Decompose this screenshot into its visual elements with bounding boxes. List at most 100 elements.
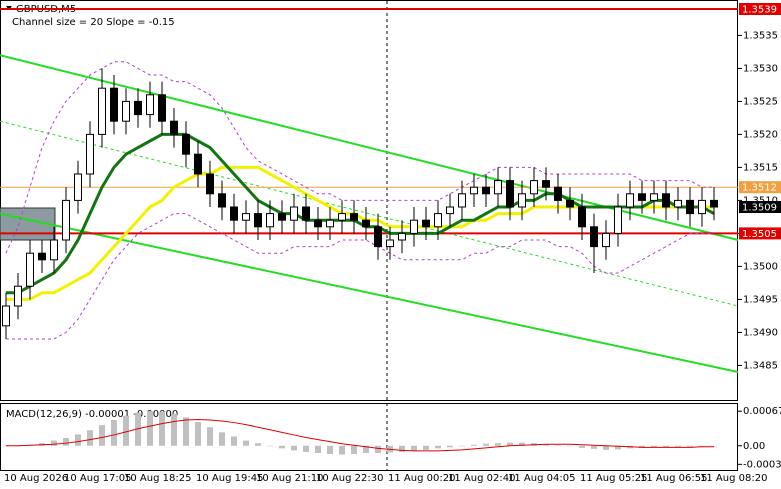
candle-body — [2, 305, 10, 327]
macd-bar — [447, 445, 453, 448]
macd-bar — [579, 445, 585, 448]
macd-bar — [63, 438, 69, 446]
macd-bar — [327, 445, 333, 455]
candle-body — [194, 153, 202, 175]
x-tick-label: 11 Aug 04:05 — [508, 473, 575, 484]
macd-bar — [159, 411, 165, 446]
price-tag-label: 1.3512 — [742, 183, 777, 194]
candle-body — [410, 219, 418, 234]
x-tick-label: 10 Aug 17:05 — [64, 473, 131, 484]
candle-body — [530, 180, 538, 195]
candle-body — [242, 213, 250, 221]
x-tick-label: 10 Aug 19:45 — [196, 473, 263, 484]
candle-body — [290, 206, 298, 221]
candle-body — [686, 199, 694, 215]
y-tick-label: 0.00067 — [743, 406, 781, 417]
candle-body — [350, 213, 358, 221]
macd-bar — [603, 445, 609, 450]
candle-body — [386, 239, 394, 248]
candle-body — [134, 100, 142, 116]
candle-body — [518, 193, 526, 208]
candle-body — [638, 193, 646, 201]
macd-bar — [351, 445, 357, 455]
y-tick-label: 1.3510 — [743, 195, 778, 206]
candle-body — [254, 213, 262, 228]
candle-body — [182, 133, 190, 155]
candle-body — [26, 252, 34, 287]
candle-body — [398, 232, 406, 241]
macd-bar — [651, 445, 657, 448]
y-tick-label: 1.3490 — [743, 327, 778, 338]
x-tick-label: 11 Aug 06:55 — [640, 473, 707, 484]
indicator-label: Channel size = 20 Slope = -0.15 — [12, 17, 175, 28]
candle-body — [74, 173, 82, 201]
price-tag — [739, 227, 781, 240]
candle-body — [86, 133, 94, 175]
candle-body — [218, 193, 226, 208]
candle-body — [98, 87, 106, 135]
macd-bar — [615, 445, 621, 450]
candle-body — [698, 199, 706, 215]
candle-body — [278, 213, 286, 221]
candle-body — [662, 193, 670, 208]
candle-body — [422, 219, 430, 228]
candle-body — [38, 252, 46, 261]
candle-body — [230, 206, 238, 221]
macd-bar — [315, 445, 321, 453]
macd-bar — [519, 442, 525, 446]
macd-bar — [111, 419, 117, 446]
macd-bar — [423, 445, 429, 450]
y-tick-label: 1.3485 — [743, 360, 778, 371]
candle-body — [542, 180, 550, 188]
candle-body — [458, 193, 466, 208]
price-tag — [739, 3, 781, 15]
macd-bar — [591, 445, 597, 449]
candle-body — [578, 206, 586, 228]
candle-body — [362, 219, 370, 228]
macd-bar — [555, 445, 561, 446]
macd-bar — [435, 445, 441, 449]
macd-bar — [207, 427, 213, 446]
indicator-line — [6, 132, 715, 295]
candle-body — [326, 219, 334, 228]
macd-frame — [0, 403, 738, 471]
macd-bar — [183, 417, 189, 446]
candle-body — [506, 180, 514, 208]
macd-bar — [87, 430, 93, 446]
macd-bar — [363, 445, 369, 453]
macd-bar — [123, 415, 129, 446]
macd-bar — [483, 443, 489, 446]
macd-bar — [459, 445, 465, 447]
candle-body — [626, 193, 634, 208]
candle-body — [338, 213, 346, 221]
macd-bar — [663, 445, 669, 448]
macd-bar — [171, 413, 177, 446]
x-tick-label: 10 Aug 21:10 — [256, 473, 323, 484]
y-tick-label: 0.00 — [743, 441, 765, 452]
y-tick-label: 1.3535 — [743, 30, 778, 41]
candle-body — [50, 239, 58, 261]
y-tick-label: 1.3515 — [743, 162, 778, 173]
x-tick-label: 10 Aug 2026 — [4, 473, 68, 484]
signal-line — [6, 418, 714, 452]
macd-bar — [567, 445, 573, 447]
candle-body — [494, 180, 502, 195]
macd-bar — [399, 445, 405, 452]
macd-bar — [99, 425, 105, 446]
candle-body — [566, 199, 574, 208]
candle-body — [170, 120, 178, 135]
macd-bar — [495, 443, 501, 446]
macd-bar — [51, 440, 57, 446]
x-tick-label: 10 Aug 22:30 — [316, 473, 383, 484]
candle-body — [314, 219, 322, 228]
macd-bar — [195, 422, 201, 446]
candle-body — [470, 186, 478, 195]
macd-bar — [255, 443, 261, 446]
candle-body — [62, 199, 70, 241]
candle-body — [482, 186, 490, 195]
macd-bar — [675, 445, 681, 447]
x-tick-label: 11 Aug 00:20 — [388, 473, 455, 484]
macd-bar — [339, 445, 345, 455]
candle-body — [206, 173, 214, 195]
